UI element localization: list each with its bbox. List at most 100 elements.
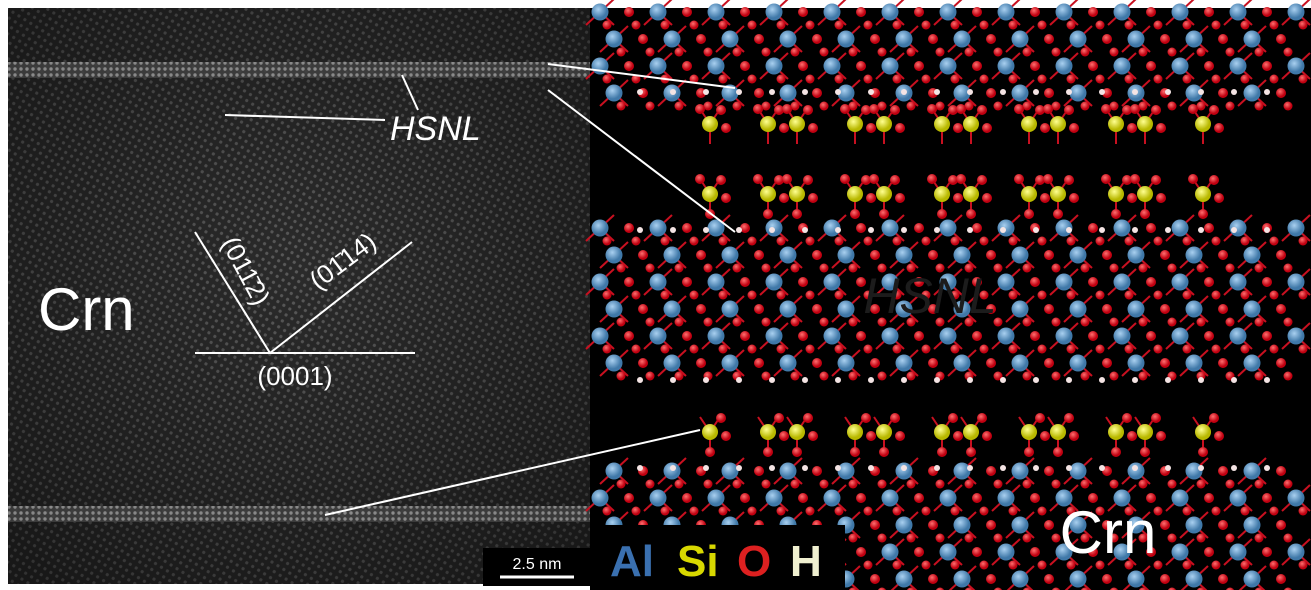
al-atom — [939, 219, 957, 237]
o-atom — [892, 74, 902, 84]
al-atom — [939, 57, 957, 75]
o-atom — [1218, 358, 1228, 368]
al-atom — [1011, 84, 1029, 102]
o-atom — [1218, 466, 1228, 476]
al-atom — [837, 84, 855, 102]
o-atom — [1198, 447, 1208, 457]
o-atom — [1167, 101, 1177, 111]
o-atom — [747, 236, 757, 246]
o-atom — [1040, 123, 1050, 133]
o-atom — [972, 7, 982, 17]
o-atom — [689, 506, 699, 516]
al-atom — [1069, 246, 1087, 264]
si-atom — [963, 424, 979, 440]
al-atom — [1243, 462, 1261, 480]
al-atom — [823, 57, 841, 75]
o-atom — [895, 193, 905, 203]
o-atom — [703, 317, 713, 327]
o-atom — [914, 277, 924, 287]
al-atom — [591, 3, 609, 21]
o-atom — [674, 263, 684, 273]
o-atom — [914, 223, 924, 233]
h-atom — [1033, 89, 1039, 95]
al-atom — [1185, 300, 1203, 318]
o-atom — [1254, 533, 1264, 543]
o-atom — [718, 236, 728, 246]
o-atom — [1283, 533, 1293, 543]
o-atom — [877, 533, 887, 543]
o-atom — [1254, 263, 1264, 273]
o-atom — [870, 358, 880, 368]
o-atom — [1069, 123, 1079, 133]
al-atom — [953, 570, 971, 588]
o-atom — [892, 236, 902, 246]
o-atom — [1124, 290, 1134, 300]
o-atom — [1262, 331, 1272, 341]
o-atom — [1262, 61, 1272, 71]
o-atom — [1030, 493, 1040, 503]
o-atom — [1209, 175, 1219, 185]
o-atom — [1080, 317, 1090, 327]
al-atom — [779, 462, 797, 480]
o-atom — [993, 371, 1003, 381]
o-atom — [1127, 123, 1137, 133]
o-atom — [1101, 104, 1111, 114]
o-atom — [1225, 47, 1235, 57]
al-atom — [591, 327, 609, 345]
si-atom — [1108, 116, 1124, 132]
o-atom — [660, 20, 670, 30]
o-atom — [964, 101, 974, 111]
o-atom — [1182, 506, 1192, 516]
o-atom — [1269, 290, 1279, 300]
o-atom — [972, 223, 982, 233]
o-atom — [966, 447, 976, 457]
o-atom — [1298, 506, 1308, 516]
al-atom — [895, 516, 913, 534]
o-atom — [1037, 506, 1047, 516]
o-atom — [1124, 344, 1134, 354]
al-atom — [1069, 30, 1087, 48]
o-atom — [1043, 104, 1053, 114]
o-atom — [906, 533, 916, 543]
o-atom — [870, 574, 880, 584]
o-atom — [856, 493, 866, 503]
o-atom — [696, 250, 706, 260]
h-atom — [934, 89, 940, 95]
si-atom — [702, 424, 718, 440]
al-atom — [1011, 354, 1029, 372]
h-atom — [703, 227, 709, 233]
o-atom — [682, 331, 692, 341]
o-atom — [895, 431, 905, 441]
al-atom — [1287, 3, 1305, 21]
si-atom — [1195, 116, 1211, 132]
o-atom — [761, 47, 771, 57]
al-atom — [1113, 57, 1131, 75]
o-atom — [1151, 105, 1161, 115]
o-atom — [1051, 587, 1061, 590]
o-atom — [1138, 101, 1148, 111]
o-atom — [1276, 574, 1286, 584]
o-atom — [870, 34, 880, 44]
o-atom — [779, 193, 789, 203]
o-atom — [979, 236, 989, 246]
h-atom — [802, 377, 808, 383]
o-atom — [848, 317, 858, 327]
al-atom — [837, 300, 855, 318]
al-atom — [837, 246, 855, 264]
o-atom — [624, 331, 634, 341]
o-atom — [1156, 193, 1166, 203]
h-atom — [835, 465, 841, 471]
o-atom — [1044, 88, 1054, 98]
o-atom — [1109, 263, 1119, 273]
o-atom — [1283, 479, 1293, 489]
al-atom — [663, 300, 681, 318]
o-atom — [1064, 413, 1074, 423]
o-atom — [1254, 47, 1264, 57]
o-atom — [1024, 209, 1034, 219]
al-atom — [837, 30, 855, 48]
o-atom — [1022, 371, 1032, 381]
al-atom — [953, 462, 971, 480]
o-atom — [761, 101, 771, 111]
o-atom — [721, 193, 731, 203]
